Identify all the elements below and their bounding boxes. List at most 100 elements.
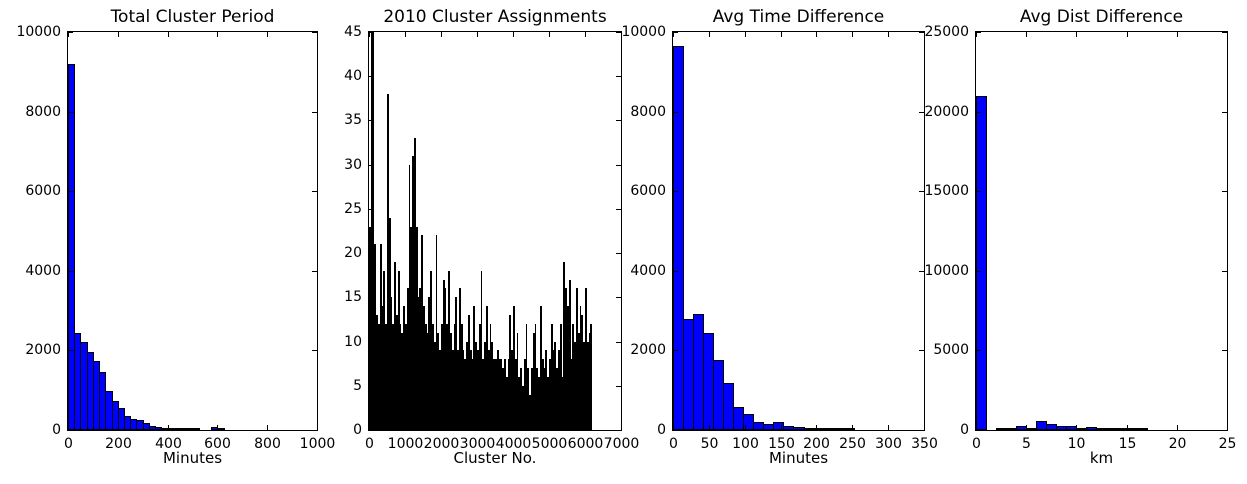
y-tick-label: 10000	[621, 23, 666, 40]
x-tick-label: 7000	[603, 436, 640, 452]
x-tick	[549, 425, 550, 430]
histogram-bar	[371, 32, 373, 430]
histogram-bar	[376, 315, 378, 430]
y-tick-label: 10000	[924, 262, 969, 279]
histogram-bar	[551, 324, 553, 430]
histogram-bar	[383, 271, 385, 430]
histogram-bar	[556, 368, 558, 430]
y-tick	[673, 32, 678, 33]
histogram-bar	[567, 306, 569, 430]
x-tick	[976, 425, 977, 430]
x-tick-label: 25	[1218, 436, 1237, 452]
y-tick	[919, 271, 924, 272]
x-tick	[369, 425, 370, 430]
x-tick	[168, 32, 169, 37]
histogram-bar	[392, 324, 394, 430]
histogram-bar	[466, 342, 468, 430]
histogram-bar	[506, 377, 508, 430]
histogram-bar	[580, 306, 581, 430]
histogram-bar	[441, 324, 443, 430]
y-tick	[369, 297, 374, 298]
x-tick-label: 0	[64, 436, 73, 452]
y-tick	[616, 297, 621, 298]
y-tick	[369, 76, 374, 77]
x-tick	[405, 425, 406, 430]
y-tick-label: 25000	[924, 23, 969, 40]
histogram-bar	[538, 377, 540, 430]
y-tick	[68, 271, 73, 272]
x-tick	[217, 425, 218, 430]
y-tick-label: 20000	[924, 103, 969, 120]
x-tick	[68, 32, 69, 37]
y-tick	[312, 271, 317, 272]
x-tick	[1076, 32, 1077, 37]
x-tick-label: 800	[254, 436, 281, 452]
histogram-bar	[421, 235, 423, 430]
histogram-bar	[569, 280, 571, 430]
x-tick	[1026, 32, 1027, 37]
histogram-bar	[526, 324, 527, 430]
x-tick-label: 300	[875, 436, 902, 452]
y-tick-label: 15	[344, 288, 362, 305]
histogram-bar	[533, 333, 535, 430]
plot-area	[67, 31, 318, 431]
y-tick	[312, 350, 317, 351]
histogram-bar	[484, 342, 486, 430]
y-tick	[68, 191, 73, 192]
y-tick-label: 10	[344, 333, 362, 350]
histogram-bar	[529, 395, 531, 430]
y-tick-label: 4000	[630, 262, 666, 279]
histogram-bar	[497, 350, 499, 430]
y-tick	[1222, 191, 1227, 192]
histogram-bar	[542, 359, 544, 430]
histogram-bar	[459, 288, 461, 430]
histogram-bar	[455, 297, 457, 430]
subplot-title: Avg Time Difference	[712, 7, 885, 27]
x-tick-label: 50	[700, 436, 719, 452]
y-tick-label: 8000	[25, 103, 61, 120]
histogram-bar	[423, 306, 425, 430]
x-tick	[781, 425, 782, 430]
x-axis-label: Minutes	[768, 449, 829, 467]
x-tick	[1177, 425, 1178, 430]
x-tick-label: 0	[669, 436, 678, 452]
y-tick	[616, 386, 621, 387]
y-tick-label: 5	[353, 377, 362, 394]
y-tick-label: 4000	[25, 262, 61, 279]
x-tick-label: 200	[803, 436, 830, 452]
y-tick	[369, 32, 374, 33]
histogram-bar	[585, 288, 587, 430]
y-tick-label: 5000	[933, 341, 969, 358]
x-tick	[513, 32, 514, 37]
histogram-bar	[481, 271, 482, 430]
y-tick	[919, 32, 924, 33]
x-tick	[1026, 425, 1027, 430]
x-tick	[1227, 32, 1228, 37]
histogram-bar	[571, 359, 572, 430]
histogram-bar	[425, 324, 427, 430]
histogram-bar	[193, 428, 200, 430]
x-tick	[441, 32, 442, 37]
histogram-bar	[409, 165, 410, 430]
histogram-bar	[558, 350, 560, 430]
histogram-bar	[405, 324, 407, 430]
x-tick	[1076, 425, 1077, 430]
x-tick	[441, 425, 442, 430]
histogram-bar	[419, 288, 421, 430]
histogram-bar	[500, 359, 502, 430]
y-tick	[68, 32, 73, 33]
histogram-bar	[389, 218, 391, 430]
histogram-bar	[391, 297, 392, 430]
subplot-total-cluster-period: Total Cluster Period Minutes 0 200 400 600 8…	[16, 0, 335, 484]
histogram-bar	[547, 377, 549, 430]
y-tick	[976, 32, 981, 33]
histogram-bar	[488, 350, 490, 430]
histogram-bar	[385, 324, 387, 430]
x-tick	[477, 425, 478, 430]
y-tick-label: 10000	[16, 23, 61, 40]
x-tick	[745, 32, 746, 37]
y-tick	[616, 76, 621, 77]
y-tick-label: 0	[52, 421, 61, 438]
plot-area	[672, 31, 925, 431]
histogram-bar	[428, 297, 430, 430]
